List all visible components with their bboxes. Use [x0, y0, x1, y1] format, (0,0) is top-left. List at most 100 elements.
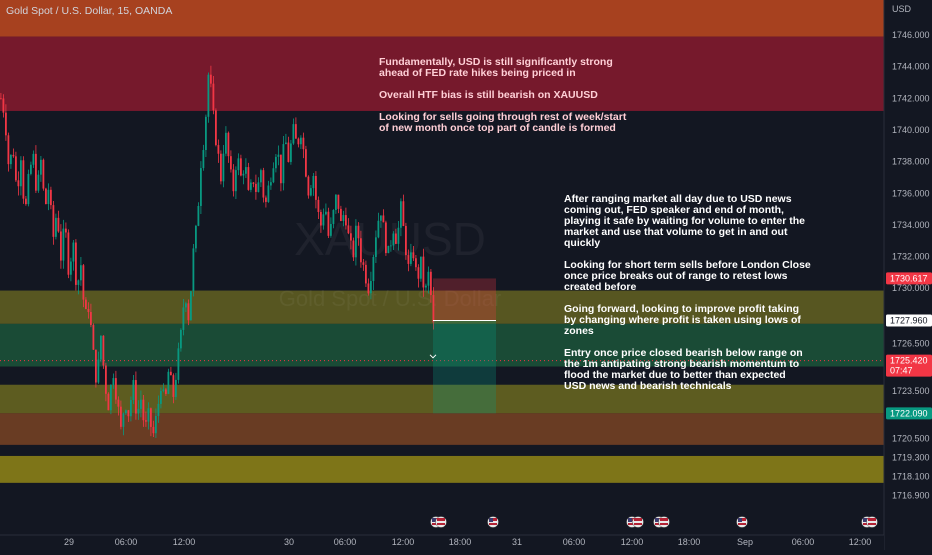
- candle-body-159: [397, 227, 400, 244]
- candle-body-13: [32, 153, 35, 165]
- y-tick-label: 1734.000: [892, 220, 930, 230]
- candle-body-37: [92, 324, 95, 350]
- x-tick-label: 06:00: [334, 537, 357, 547]
- y-tick-label: 1718.100: [892, 472, 930, 482]
- event-flag-icon[interactable]: [866, 516, 878, 528]
- candle-body-51: [127, 410, 130, 417]
- y-tick-label: 1720.500: [892, 434, 930, 444]
- candle-body-21: [52, 205, 55, 237]
- candle-body-71: [177, 348, 180, 380]
- candle-body-74: [185, 303, 187, 308]
- candle-body-135: [337, 194, 340, 209]
- zone-supply[interactable]: [0, 36, 884, 111]
- candle-body-110: [275, 156, 277, 169]
- price-tag-high: 1730.617: [890, 273, 928, 283]
- event-flag-icon[interactable]: [487, 516, 499, 528]
- price-tag-last: 1725.420: [890, 356, 928, 366]
- position-stop-zone[interactable]: [433, 278, 496, 321]
- candle-body-10: [25, 198, 27, 205]
- candle-body-16: [40, 159, 42, 175]
- watermark-symbol: XAUUSD: [294, 213, 486, 265]
- zone-range-high[interactable]: [0, 290, 884, 324]
- candle-body-154: [385, 222, 387, 254]
- candle-body-163: [407, 255, 410, 264]
- candle-body-152: [380, 215, 382, 221]
- event-flag-icon[interactable]: [736, 516, 748, 528]
- price-tag-high-background: [886, 272, 932, 285]
- candle-body-7: [17, 180, 20, 187]
- x-tick-label: 31: [512, 537, 522, 547]
- candle-body-3: [7, 135, 10, 165]
- currency-label: USD: [892, 4, 912, 14]
- x-tick-label: 12:00: [849, 537, 872, 547]
- candle-body-30: [75, 242, 77, 285]
- position-target-zone[interactable]: [433, 320, 496, 414]
- candle-body-87: [217, 145, 220, 154]
- x-tick-label: 30: [284, 537, 294, 547]
- candle-body-164: [410, 252, 412, 264]
- x-tick-label: Sep: [737, 537, 753, 547]
- zone-range[interactable]: [0, 323, 884, 367]
- candle-body-48: [120, 406, 122, 427]
- price-tag-low: 1722.090: [890, 408, 928, 418]
- x-tick-label: 12:00: [392, 537, 415, 547]
- price-tag-low-background: [886, 407, 932, 420]
- candle-body-134: [335, 194, 337, 211]
- x-tick-label: 06:00: [563, 537, 586, 547]
- event-flag-icon[interactable]: [435, 516, 447, 528]
- candle-body-18: [45, 188, 47, 205]
- chart-title: Gold Spot / U.S. Dollar, 15, OANDA: [6, 5, 173, 17]
- y-tick-label: 1726.500: [892, 339, 930, 349]
- candle-body-136: [340, 208, 342, 221]
- candle-body-1: [2, 98, 5, 113]
- candle-body-92: [230, 156, 232, 170]
- candle-body-160: [400, 201, 402, 228]
- candle-body-32: [80, 265, 82, 281]
- fundamental-note: Fundamentally, USD is still significantl…: [379, 56, 627, 134]
- x-axis-background[interactable]: [0, 535, 884, 550]
- candle-body-84: [210, 74, 212, 84]
- candle-body-80: [200, 168, 202, 206]
- zone-demand-3[interactable]: [0, 455, 884, 483]
- candle-body-68: [170, 371, 172, 376]
- event-flag-icon[interactable]: [632, 516, 644, 528]
- candle-body-19: [47, 189, 50, 205]
- candle-body-148: [370, 281, 372, 294]
- candle-body-133: [332, 210, 335, 224]
- candle-body-81: [202, 150, 205, 169]
- candle-body-61: [152, 426, 155, 434]
- candle-body-17: [42, 159, 45, 189]
- candle-body-130: [325, 211, 327, 215]
- zone-demand-1[interactable]: [0, 384, 884, 414]
- entry-arrow-icon: [429, 354, 437, 359]
- candle-body-60: [150, 408, 152, 427]
- candle-body-91: [227, 132, 230, 157]
- candle-body-6: [15, 156, 17, 181]
- candle-body-41: [102, 335, 105, 366]
- y-tick-label: 1742.000: [892, 93, 930, 103]
- candle-body-47: [117, 399, 120, 407]
- candle-body-20: [50, 189, 52, 206]
- y-tick-label: 1716.900: [892, 491, 930, 501]
- candle-body-171: [427, 271, 430, 286]
- candle-body-137: [342, 215, 345, 221]
- candle-body-109: [272, 168, 275, 183]
- candle-body-56: [140, 399, 142, 409]
- candle-body-54: [135, 380, 137, 414]
- price-tag-last-time: 07:47: [890, 366, 913, 376]
- zone-supply-top[interactable]: [0, 0, 884, 37]
- candle-body-49: [122, 413, 125, 427]
- y-tick-label: 1723.500: [892, 386, 930, 396]
- candle-body-131: [327, 211, 330, 236]
- candle-body-8: [20, 160, 22, 187]
- candle-body-46: [115, 378, 117, 400]
- x-tick-label: 12:00: [621, 537, 644, 547]
- x-tick-label: 18:00: [449, 537, 472, 547]
- candle-body-121: [302, 137, 305, 150]
- candle-body-90: [225, 132, 227, 154]
- candle-body-129: [322, 214, 325, 226]
- event-flag-icon[interactable]: [658, 516, 670, 528]
- zone-demand-2[interactable]: [0, 413, 884, 445]
